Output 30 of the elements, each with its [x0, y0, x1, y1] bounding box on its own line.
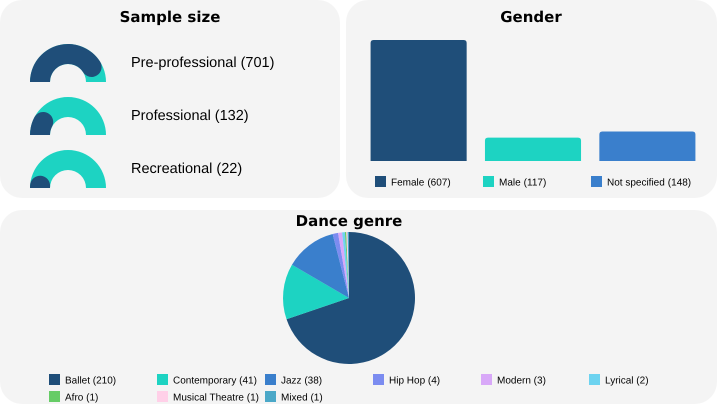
legend-label: Ballet (210): [65, 376, 116, 386]
category-label: Professional: [131, 108, 211, 124]
category-label: Pre-professional: [131, 55, 237, 71]
pie-slice: [283, 264, 349, 320]
pie-slice: [286, 232, 415, 364]
category-label: Recreational: [131, 161, 212, 177]
data-label: (22): [216, 161, 242, 177]
legend-label: Afro (1): [65, 392, 98, 404]
pie-slice: [342, 232, 349, 298]
legend-label: Lyrical (2): [605, 376, 649, 386]
category-label: Not specified: [607, 178, 665, 188]
data-label: (117): [524, 178, 546, 188]
legend-label: Hip Hop (4): [389, 376, 440, 386]
legend-label: Modern (3): [497, 376, 546, 386]
category-label: Female: [391, 178, 424, 188]
data-label: (132): [214, 108, 249, 124]
pie-slice: [292, 234, 349, 298]
pie-slice: [332, 232, 349, 298]
category-label: Male: [499, 178, 521, 188]
chart-title: Gender: [500, 8, 562, 26]
legend-label: Mixed (1): [281, 392, 323, 404]
legend-label: Jazz (38): [281, 376, 322, 386]
legend-label: Musical Theatre (1): [173, 392, 259, 404]
text: Sample size: [120, 8, 220, 26]
data-label: (148): [668, 178, 692, 188]
chart-title: Dance genre: [296, 212, 402, 230]
data-label: (607): [427, 178, 451, 188]
legend-label: Contemporary (41): [173, 376, 257, 386]
pie-slice: [338, 232, 349, 298]
data-label: (701): [240, 55, 274, 71]
